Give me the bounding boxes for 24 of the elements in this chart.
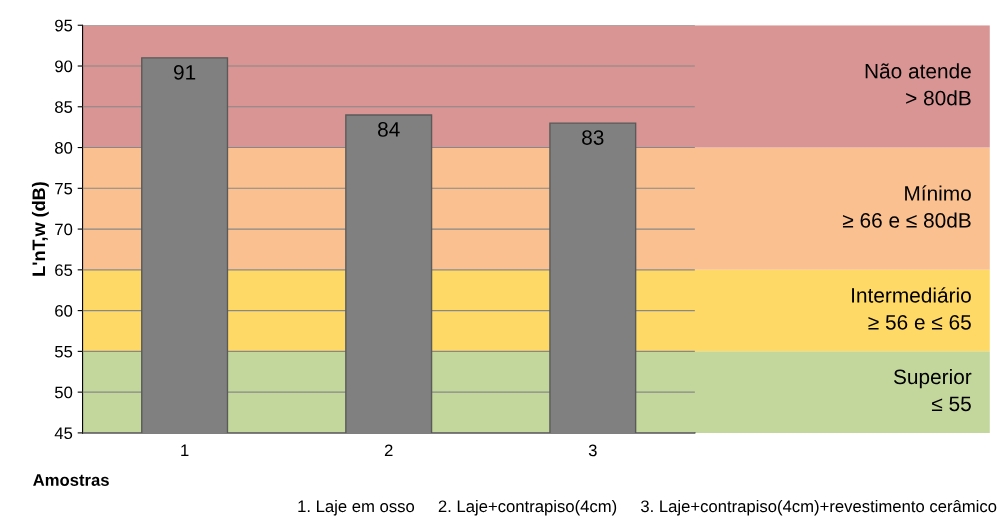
y-tick-label: 85 — [55, 101, 73, 113]
y-tick-label: 50 — [54, 386, 73, 399]
y-tick-label: 70 — [55, 223, 73, 236]
x-tick-label: 2 — [384, 444, 393, 457]
band-label: Intermediário ≥ 56 e ≤ 65 — [852, 287, 971, 330]
band-label: Superior ≤ 55 — [893, 368, 972, 412]
y-tick-label: 80 — [55, 141, 73, 154]
y-tick-label: 55 — [54, 345, 73, 358]
y-tick-label: 65 — [55, 264, 73, 277]
x-axis-title: Amostras — [33, 474, 109, 486]
text: 1. Laje em osso 2. Laje+contrapiso(4cm) 3. Laje+contrapiso(4cm)+revestimento cerâmico — [298, 499, 997, 516]
y-tick-label: 95 — [55, 19, 73, 32]
data-label: 84 — [378, 122, 400, 137]
x-tick-label: 3 — [588, 444, 597, 457]
data-label: 91 — [174, 64, 196, 80]
y-tick-label: 60 — [55, 305, 73, 317]
data-label: 83 — [582, 130, 604, 145]
y-tick-label: 45 — [54, 427, 73, 440]
y-axis-title: L'nT,w (dB) — [31, 182, 49, 276]
band-label: Mínimo ≥ 66 e ≤ 80dB — [842, 185, 971, 228]
y-tick-label: 90 — [55, 60, 73, 73]
x-tick-label: 1 — [181, 444, 189, 457]
y-tick-label: 75 — [55, 182, 73, 195]
band-label: Não atende > 80dB — [865, 63, 971, 106]
